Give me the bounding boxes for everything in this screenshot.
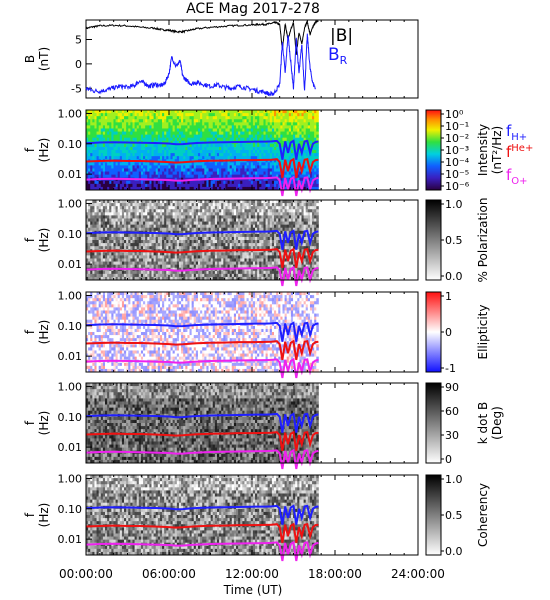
y-tick-label: 0.10 bbox=[58, 411, 83, 424]
gyrofrequency-line-h bbox=[85, 321, 319, 342]
colorbar-tick-label: 1 bbox=[445, 290, 452, 303]
legend-f-h: fH+ bbox=[506, 122, 527, 143]
gyrofrequency-line-o bbox=[85, 265, 319, 287]
colorbar-tick-label: 0.0 bbox=[445, 545, 463, 558]
legend-f-he: fHe+ bbox=[506, 143, 533, 161]
y-tick-label: 1.00 bbox=[58, 197, 83, 210]
gyrofrequency-line-h bbox=[85, 229, 319, 250]
colorbar-tick-label: 10⁰ bbox=[445, 108, 464, 121]
legend-f-o: fO+ bbox=[506, 166, 528, 187]
y-axis-label: f bbox=[23, 512, 37, 517]
colorbar-tick-label: 1.0 bbox=[445, 198, 463, 211]
colorbar-tick-label: 0 bbox=[445, 453, 452, 466]
y-axis-unit: (Hz) bbox=[37, 228, 51, 253]
y-tick-label: 1.00 bbox=[58, 107, 83, 120]
gyrofrequency-line-he bbox=[85, 339, 319, 361]
y-tick-label: 0 bbox=[75, 58, 82, 71]
y-axis-label: f bbox=[23, 329, 37, 334]
colorbar-tick-label: 0.0 bbox=[445, 270, 463, 283]
colorbar-tick-label: 0 bbox=[445, 326, 452, 339]
colorbar bbox=[425, 199, 442, 281]
y-tick-label: -5 bbox=[71, 82, 82, 95]
y-tick-label: 1.00 bbox=[58, 380, 83, 393]
colorbar-label: Intensity bbox=[476, 124, 490, 176]
colorbar-tick-label: -1 bbox=[445, 362, 456, 375]
x-tick-label: 00:00:00 bbox=[59, 567, 113, 581]
gyrofrequency-line-o bbox=[85, 540, 319, 562]
y-tick-label: 0.01 bbox=[58, 350, 83, 363]
legend-b-radial: BR bbox=[328, 45, 348, 67]
colorbar-tick-label: 1.0 bbox=[445, 473, 463, 486]
figure-title: ACE Mag 2017-278 bbox=[186, 1, 320, 17]
gyrofrequency-line-o bbox=[85, 357, 319, 379]
y-tick-label: 0.01 bbox=[58, 533, 83, 546]
y-axis-unit: (Hz) bbox=[37, 138, 51, 163]
y-axis-label: B bbox=[23, 55, 37, 63]
series-b-radial bbox=[85, 33, 316, 97]
gyrofrequency-line-o bbox=[85, 448, 319, 470]
colorbar-tick-label: 10⁻² bbox=[445, 132, 469, 145]
x-axis-label: Time (UT) bbox=[223, 583, 283, 597]
colorbar bbox=[425, 474, 442, 556]
y-tick-label: 0.10 bbox=[58, 503, 83, 516]
y-axis-unit: (Hz) bbox=[37, 411, 51, 436]
colorbar-tick-label: 10⁻⁴ bbox=[445, 156, 470, 169]
y-tick-label: 1.00 bbox=[58, 289, 83, 302]
colorbar-label: % Polarization bbox=[476, 198, 490, 283]
colorbar-label: k dot B bbox=[476, 402, 490, 444]
y-tick-label: 5 bbox=[75, 34, 82, 47]
series-b-magnitude bbox=[85, 19, 319, 55]
colorbar bbox=[425, 291, 442, 373]
legend-magnetic-field: |B| BR bbox=[328, 26, 353, 67]
y-axis-unit: (nT) bbox=[37, 47, 51, 71]
colorbar-tick-label: 10⁻⁵ bbox=[445, 168, 469, 181]
colorbar-tick-label: 10⁻¹ bbox=[445, 120, 469, 133]
y-axis-unit: (Hz) bbox=[37, 320, 51, 345]
y-tick-label: 0.01 bbox=[58, 168, 83, 181]
y-tick-label: 0.10 bbox=[58, 228, 83, 241]
legend-b-magnitude: |B| bbox=[330, 26, 353, 46]
colorbar-tick-label: 10⁻³ bbox=[445, 144, 469, 157]
x-tick-label: 18:00:00 bbox=[308, 567, 362, 581]
y-tick-label: 0.10 bbox=[58, 320, 83, 333]
y-axis-label: f bbox=[23, 147, 37, 152]
y-tick-label: 0.01 bbox=[58, 441, 83, 454]
y-axis-unit: (Hz) bbox=[37, 503, 51, 528]
x-tick-label: 06:00:00 bbox=[142, 567, 196, 581]
gyrofrequency-line-he bbox=[85, 430, 319, 452]
colorbar-tick-label: 30 bbox=[445, 429, 459, 442]
gyrofrequency-line-he bbox=[85, 157, 319, 179]
colorbar-unit: (Deg) bbox=[490, 406, 504, 440]
gyrofrequency-line-he bbox=[85, 522, 319, 544]
y-axis-label: f bbox=[23, 237, 37, 242]
gyrofrequency-line-h bbox=[85, 412, 319, 433]
colorbar-tick-label: 90 bbox=[445, 381, 459, 394]
colorbar bbox=[425, 382, 442, 464]
colorbar-label: Ellipticity bbox=[476, 305, 490, 360]
colorbar-unit: (nT²/Hz) bbox=[490, 126, 504, 174]
x-tick-label: 24:00:00 bbox=[391, 567, 445, 581]
y-axis-label: f bbox=[23, 420, 37, 425]
colorbar-tick-label: 0.5 bbox=[445, 509, 463, 522]
colorbar-tick-label: 60 bbox=[445, 405, 459, 418]
legend-gyrofrequencies: fH+ fHe+ fO+ bbox=[506, 122, 533, 187]
gyrofrequency-line-he bbox=[85, 247, 319, 269]
y-tick-label: 0.01 bbox=[58, 258, 83, 271]
x-axis: 00:00:00 06:00:00 12:00:00 18:00:00 24:0… bbox=[59, 567, 445, 597]
y-tick-label: 0.10 bbox=[58, 138, 83, 151]
colorbar-tick-label: 10⁻⁶ bbox=[445, 180, 470, 193]
colorbar bbox=[425, 109, 442, 191]
gyrofrequency-line-h bbox=[85, 139, 319, 160]
colorbar-tick-label: 0.5 bbox=[445, 234, 463, 247]
colorbar-label: Coherency bbox=[476, 483, 490, 547]
gyrofrequency-line-h bbox=[85, 504, 319, 525]
y-tick-label: 1.00 bbox=[58, 472, 83, 485]
gyrofrequency-line-o bbox=[85, 175, 319, 197]
x-tick-label: 12:00:00 bbox=[225, 567, 279, 581]
